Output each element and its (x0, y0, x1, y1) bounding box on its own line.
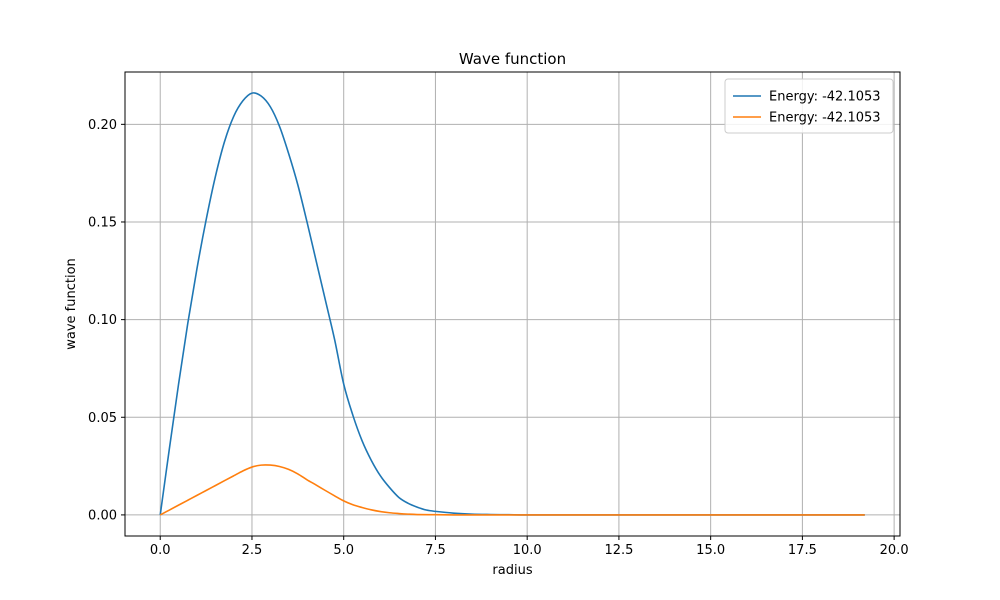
y-tick-label: 0.10 (88, 313, 117, 328)
series-layer (159, 92, 865, 516)
y-axis-title: wave function (64, 258, 79, 350)
chart-title: Wave function (459, 50, 566, 68)
plot-area (125, 72, 900, 536)
y-axis: 0.00 0.05 0.10 0.15 0.20 (88, 118, 125, 523)
x-tick-label: 12.5 (604, 543, 633, 558)
x-tick-label: 10.0 (513, 543, 542, 558)
x-tick-label: 15.0 (696, 543, 725, 558)
x-tick-label: 7.5 (425, 543, 446, 558)
plot-frame (124, 71, 901, 537)
x-axis-title: radius (492, 563, 532, 578)
x-tick-label: 20.0 (880, 543, 909, 558)
legend-label: Energy: -42.1053 (769, 111, 881, 126)
x-tick-label: 2.5 (242, 543, 263, 558)
series-line-2 (159, 464, 865, 516)
legend-box (724, 78, 894, 134)
x-tick-label: 0.0 (150, 543, 171, 558)
x-axis: 0.0 2.5 5.0 7.5 10.0 12.5 15.0 17.5 20.0 (150, 536, 909, 558)
legend: Energy: -42.1053 Energy: -42.1053 (724, 78, 894, 134)
legend-label: Energy: -42.1053 (769, 90, 881, 105)
y-tick-label: 0.15 (88, 215, 117, 230)
x-tick-label: 5.0 (333, 543, 354, 558)
x-tick-label: 17.5 (788, 543, 817, 558)
y-tick-label: 0.00 (88, 508, 117, 523)
y-tick-label: 0.20 (88, 118, 117, 133)
y-tick-label: 0.05 (88, 411, 117, 426)
